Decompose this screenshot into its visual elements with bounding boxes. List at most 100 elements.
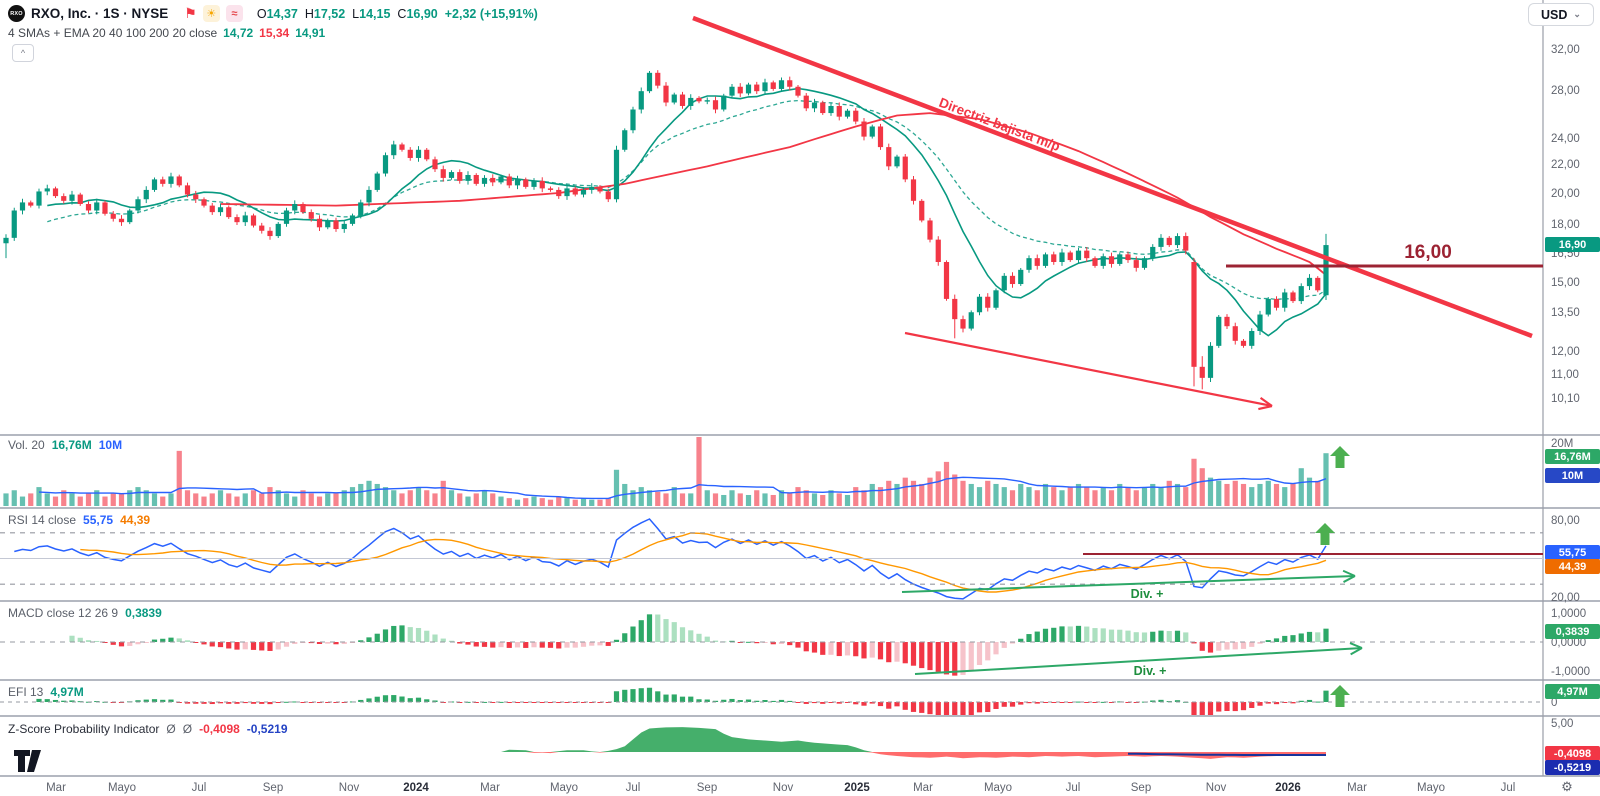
time-axis-label[interactable]: Nov (773, 782, 794, 794)
open-value: 14,37 (266, 6, 298, 21)
currency-label: USD (1541, 7, 1568, 22)
rsi-tick-label: 80,00 (1551, 515, 1580, 527)
ma-value-2: 15,34 (259, 26, 290, 40)
ma-value-3: 14,91 (295, 26, 326, 40)
price-tick-label: 20,00 (1551, 188, 1580, 200)
rsi-value: 55,75 (83, 513, 114, 527)
rsi-legend-label: RSI 14 close (8, 513, 77, 527)
price-tick-label: 10,10 (1551, 393, 1580, 405)
change-value: +2,32 (+15,91%) (444, 6, 538, 21)
time-axis-label[interactable]: Nov (339, 782, 360, 794)
time-axis-label[interactable]: Jul (1501, 782, 1516, 794)
volume-value: 16,76M (51, 438, 92, 452)
efi-tick-label: 0 (1551, 697, 1557, 709)
efi-value: 4,97M (50, 685, 84, 699)
symbol-title: RXO, Inc. · 1S · NYSE (31, 6, 169, 21)
axis-settings-gear-icon[interactable]: ⚙ (1561, 779, 1573, 794)
zscore-tick-label: 5,00 (1551, 718, 1573, 730)
symbol-header: RXO RXO, Inc. · 1S · NYSE ⚑ ☀ ≈ O14,37 H… (8, 5, 538, 22)
macd-legend: MACD close 12 26 9 0,3839 (8, 606, 162, 620)
ma-value-1: 14,72 (223, 26, 254, 40)
macd-divergence-line[interactable] (914, 647, 1363, 675)
axis-value-badge: 44,39 (1545, 559, 1600, 574)
rsi-tick-label: 20,00 (1551, 592, 1580, 604)
macd-legend-label: MACD close 12 26 9 (8, 606, 119, 620)
price-tick-label: 22,00 (1551, 159, 1580, 171)
time-axis-label[interactable]: Mayo (550, 782, 578, 794)
macd-tick-label: 1,0000 (1551, 608, 1586, 620)
time-axis-label[interactable]: Mar (480, 782, 500, 794)
axis-value-badge: 4,97M (1545, 684, 1600, 699)
sun-reaction-icon[interactable]: ☀ (202, 5, 220, 22)
time-axis-label[interactable]: Mar (1347, 782, 1367, 794)
price-tick-label: 12,00 (1551, 346, 1580, 358)
ma-legend: 4 SMAs + EMA 20 40 100 200 20 close 14,7… (8, 26, 325, 40)
time-axis-label[interactable]: 2025 (844, 782, 870, 794)
price-tick-label: 11,00 (1551, 369, 1579, 381)
axis-value-badge: 10M (1545, 468, 1600, 483)
tradingview-logo[interactable] (14, 750, 41, 772)
time-axis-label[interactable]: 2024 (403, 782, 429, 794)
macd-panel[interactable] (69, 614, 1329, 676)
time-axis-label[interactable]: Mar (46, 782, 66, 794)
time-axis-label[interactable]: Sep (697, 782, 717, 794)
macd-value: 0,3839 (125, 606, 162, 620)
volume-panel[interactable] (3, 437, 1329, 506)
rsi-divergence-line[interactable] (901, 575, 1356, 593)
high-label: H (304, 6, 314, 21)
time-axis-label[interactable]: 2026 (1275, 782, 1301, 794)
low-value: 14,15 (359, 6, 391, 21)
trendline-label: Directriz bajista m/p (937, 95, 1062, 154)
currency-dropdown[interactable]: USD ⌄ (1528, 3, 1594, 26)
efi-legend: EFI 13 4,97M (8, 685, 84, 699)
axis-value-badge: -0,5219 (1545, 760, 1600, 775)
main-price-panel[interactable] (3, 70, 1329, 390)
axis-value-badge: 55,75 (1545, 545, 1600, 560)
close-value: 16,90 (406, 6, 438, 21)
time-axis-label[interactable]: Jul (192, 782, 207, 794)
price-tick-label: 28,00 (1551, 85, 1580, 97)
rsi-legend: RSI 14 close 55,75 44,39 (8, 513, 150, 527)
wedge-trendline[interactable] (904, 331, 1273, 408)
axis-value-badge: 0,3839 (1545, 624, 1600, 639)
zscore-panel[interactable] (501, 727, 1326, 759)
approx-reaction-icon[interactable]: ≈ (225, 5, 243, 22)
zscore-legend: Z-Score Probability Indicator Ø Ø -0,409… (8, 722, 288, 736)
chevron-down-icon: ⌄ (1573, 9, 1581, 19)
symbol-logo: RXO (8, 5, 25, 22)
main-downtrend-line[interactable] (692, 15, 1533, 339)
ohlc-values: O14,37 H17,52 L14,15 C16,90 +2,32 (+15,9… (257, 7, 538, 21)
axis-value-badge: 16,76M (1545, 449, 1600, 464)
time-axis-label[interactable]: Sep (263, 782, 283, 794)
time-axis-label[interactable]: Jul (1066, 782, 1081, 794)
rsi-panel[interactable] (14, 518, 1327, 600)
price-tick-label: 15,00 (1551, 277, 1580, 289)
bullish-arrow-marker (1315, 523, 1335, 545)
time-axis-label[interactable]: Mayo (108, 782, 136, 794)
time-axis-label[interactable]: Sep (1131, 782, 1151, 794)
open-label: O (256, 6, 267, 21)
time-axis-label[interactable]: Nov (1206, 782, 1227, 794)
price-tick-label: 18,00 (1551, 219, 1580, 231)
price-tick-label: 32,00 (1551, 44, 1580, 56)
collapse-legend-button[interactable]: ^ (12, 44, 34, 62)
axis-value-badge: 16,90 (1545, 237, 1600, 252)
volume-tick-label: 20M (1551, 438, 1573, 450)
low-label: L (352, 6, 360, 21)
price-tick-label: 24,00 (1551, 133, 1580, 145)
level-label: 16,00 (1404, 242, 1452, 263)
efi-panel[interactable] (36, 687, 1329, 724)
flag-icon[interactable]: ⚑ (184, 5, 197, 21)
time-axis-label[interactable]: Mar (913, 782, 933, 794)
bullish-arrow-marker (1330, 446, 1350, 468)
macd-tick-label: 0,0000 (1551, 637, 1586, 649)
rsi-div-label: Div. + (1131, 587, 1164, 601)
time-axis-label[interactable]: Jul (626, 782, 641, 794)
zscore-value: -0,4098 (199, 722, 240, 736)
time-axis-label[interactable]: Mayo (984, 782, 1012, 794)
bullish-arrow-marker (1330, 685, 1350, 707)
volume-ma-value: 10M (98, 438, 123, 452)
time-axis-label[interactable]: Mayo (1417, 782, 1445, 794)
